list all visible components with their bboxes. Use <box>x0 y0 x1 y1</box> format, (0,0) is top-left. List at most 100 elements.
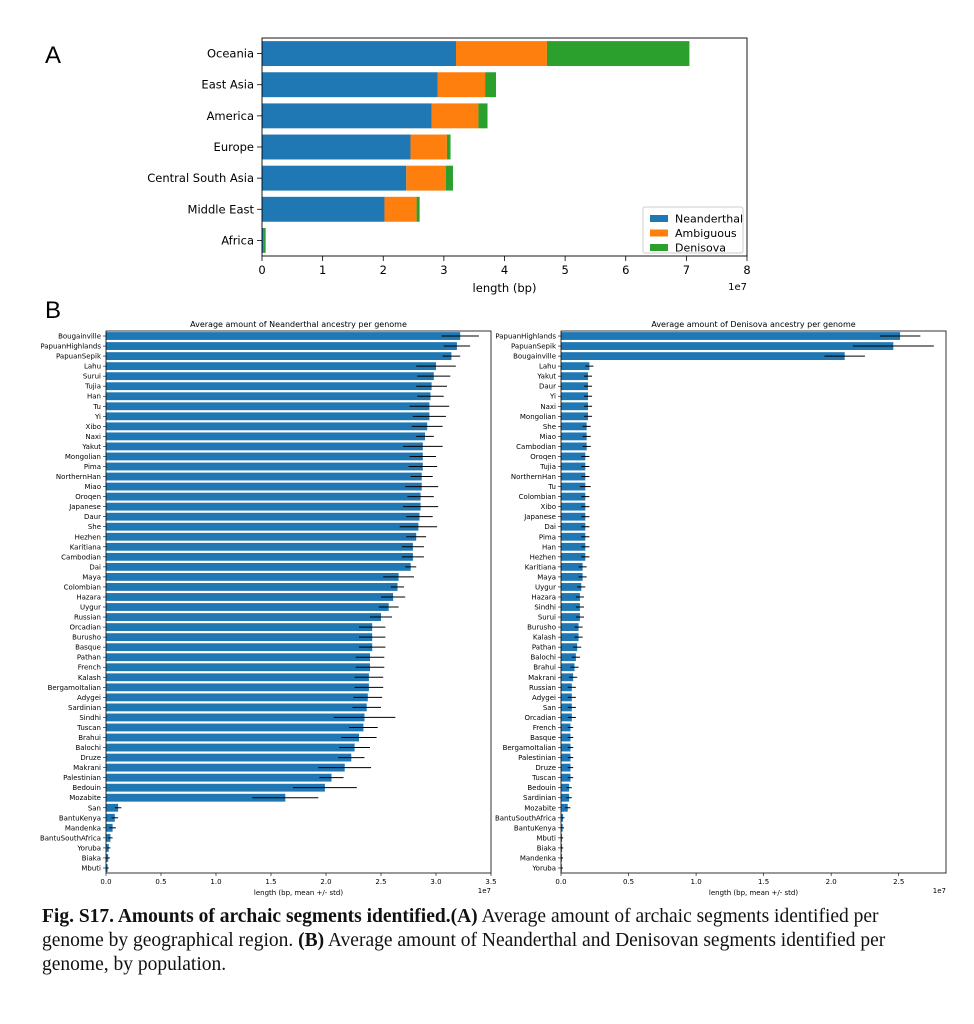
bar <box>561 332 901 340</box>
y-tick-label: Xibo <box>541 503 556 511</box>
y-tick-label: America <box>207 109 254 123</box>
y-tick-label: Tu <box>92 403 101 411</box>
bar <box>106 392 431 401</box>
bar <box>561 342 894 350</box>
bar <box>561 382 589 391</box>
bar <box>561 603 580 611</box>
bar <box>106 402 430 411</box>
y-tick-label: Naxi <box>540 403 556 411</box>
bar <box>106 542 413 551</box>
bar <box>561 763 571 772</box>
x-tick-label: 6 <box>622 263 629 277</box>
y-tick-label: Basque <box>530 734 556 742</box>
bar <box>106 813 115 822</box>
y-tick-label: Daur <box>84 513 101 521</box>
bar <box>106 422 428 431</box>
y-tick-label: San <box>543 704 556 712</box>
y-tick-label: Naxi <box>85 433 101 441</box>
bar <box>106 502 421 511</box>
bar <box>106 432 425 441</box>
x-tick-label: 1 <box>319 263 326 277</box>
y-tick-label: She <box>543 423 556 431</box>
bar <box>106 352 452 361</box>
bar-segment <box>546 41 690 67</box>
bar <box>561 633 579 642</box>
y-tick-label: Sardinian <box>523 794 556 802</box>
bar <box>106 773 332 782</box>
x-tick-label: 5 <box>561 263 568 277</box>
bar <box>106 753 352 762</box>
bar <box>106 743 355 752</box>
y-tick-label: Uygur <box>80 604 101 612</box>
bar <box>106 733 359 742</box>
y-tick-label: Brahui <box>78 734 101 742</box>
y-tick-label: Oroqen <box>75 493 101 501</box>
figure-canvas: Oceania East Asia America Europe Central Sou… <box>40 37 947 897</box>
bar <box>561 562 583 571</box>
y-tick-label: Yakut <box>81 443 101 451</box>
x-tick-label: 8 <box>743 263 750 277</box>
y-tick-label: Miao <box>539 433 556 441</box>
x-scale-label: 1e7 <box>933 887 946 895</box>
bar <box>561 482 586 491</box>
y-tick-label: Brahui <box>533 664 556 672</box>
y-tick-label: Tuscan <box>531 774 556 782</box>
bar <box>561 753 571 762</box>
bar <box>106 593 394 601</box>
bar <box>561 663 575 672</box>
caption-label: Fig. S17. Amounts of archaic segments id… <box>42 906 451 927</box>
x-tick-label: 1.5 <box>265 878 276 886</box>
y-tick-label: Lahu <box>539 363 556 371</box>
bar <box>561 442 587 451</box>
x-tick-label: 0.0 <box>555 878 566 886</box>
bar-segment <box>406 165 446 191</box>
y-tick-label: Pathan <box>532 644 556 652</box>
y-tick-label: Bedouin <box>72 784 101 792</box>
y-tick-label: Kalash <box>533 634 556 642</box>
bar <box>106 482 422 491</box>
bar <box>561 693 572 702</box>
bar <box>561 492 586 501</box>
bar <box>106 342 457 350</box>
y-tick-label: Europe <box>214 140 254 154</box>
bar <box>106 783 325 792</box>
y-tick-label: Druze <box>80 754 101 762</box>
bar <box>106 643 373 652</box>
y-tick-label: Lahu <box>84 363 101 371</box>
bar <box>106 372 434 381</box>
y-tick-label: Dai <box>89 563 101 571</box>
y-tick-label: Uygur <box>535 583 556 591</box>
y-tick-label: Tujia <box>539 463 556 471</box>
bar <box>106 603 389 611</box>
bar-segment <box>262 196 385 222</box>
bar <box>561 532 586 541</box>
bar <box>561 593 580 601</box>
plot-frame <box>560 330 947 874</box>
caption-b-text: Average amount of Neanderthal and Deniso… <box>42 930 886 975</box>
bar <box>106 803 119 812</box>
y-tick-label: Mozabite <box>524 804 556 812</box>
bar-segment <box>431 103 479 129</box>
bar <box>106 492 421 501</box>
y-tick-label: NorthernHan <box>511 473 556 481</box>
bar <box>561 673 574 682</box>
legend-swatch <box>650 215 668 222</box>
panel-label-a: A <box>45 42 62 69</box>
bar-segment <box>262 134 411 160</box>
y-tick-label: Cambodian <box>61 553 101 561</box>
x-tick-label: 2.5 <box>893 878 904 886</box>
bar <box>106 462 423 471</box>
bar <box>561 462 586 471</box>
bar <box>561 472 586 481</box>
y-tick-label: PapuanHighlands <box>40 343 101 351</box>
bar <box>561 793 570 802</box>
bar <box>561 583 582 591</box>
y-tick-label: Palestinian <box>518 754 556 762</box>
bar <box>561 522 586 531</box>
bar <box>561 352 845 361</box>
y-tick-label: Makrani <box>528 674 556 682</box>
x-tick-label: 7 <box>683 263 690 277</box>
y-tick-label: Yi <box>94 413 101 421</box>
bar <box>106 693 368 702</box>
bar <box>561 392 589 401</box>
